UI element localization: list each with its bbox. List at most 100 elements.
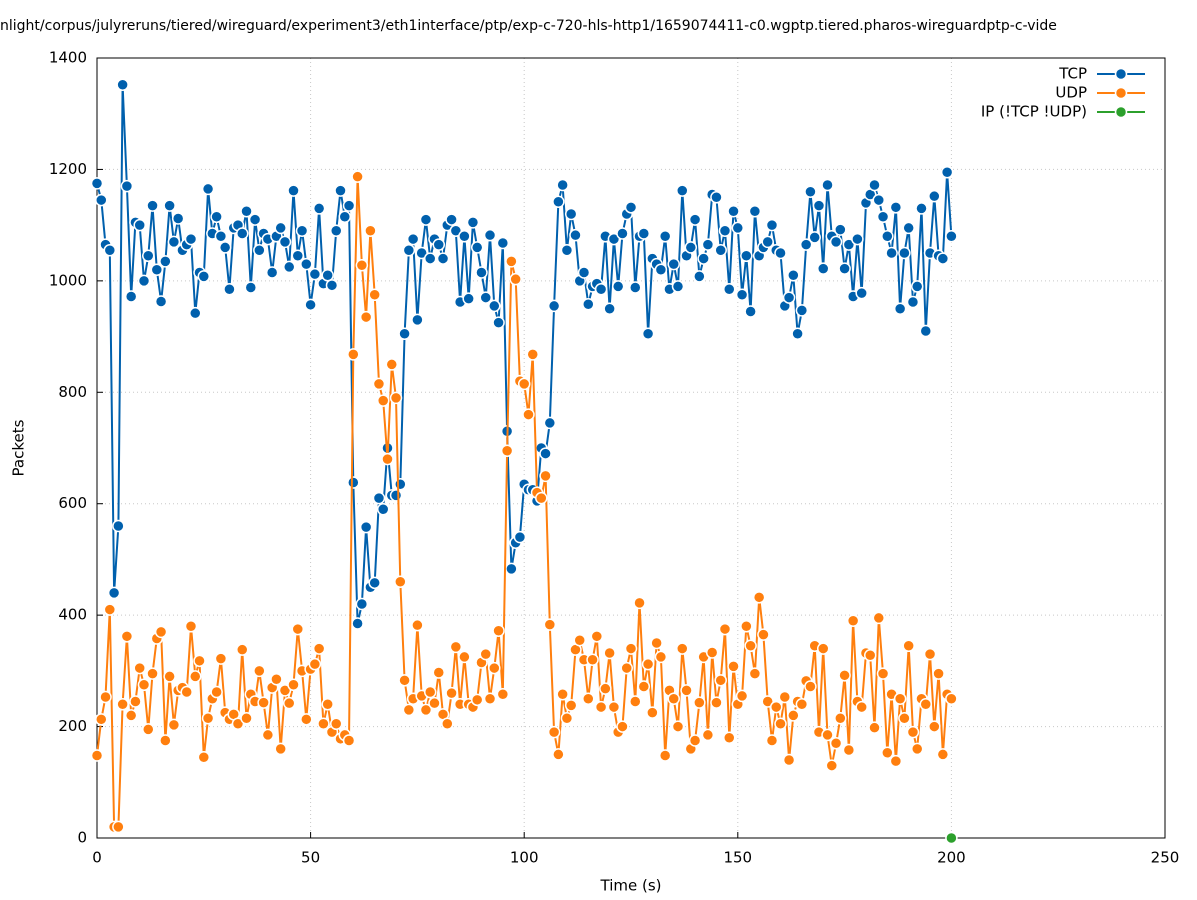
data-point (462, 292, 475, 305)
data-point (146, 667, 159, 680)
data-point (723, 282, 736, 296)
data-point (611, 280, 625, 293)
data-point (214, 230, 228, 243)
data-point (582, 692, 595, 705)
data-point (945, 692, 958, 705)
y-tick-label: 800 (58, 383, 87, 401)
data-point (629, 695, 642, 708)
data-point (458, 230, 471, 243)
data-point (881, 230, 894, 243)
data-point (838, 669, 851, 682)
data-point (189, 670, 202, 683)
data-point (646, 706, 659, 719)
data-point (389, 391, 403, 405)
data-point (167, 235, 181, 249)
data-point (804, 680, 817, 693)
data-point (629, 281, 642, 294)
data-point (641, 327, 655, 341)
data-point (432, 238, 446, 251)
data-point (740, 620, 753, 633)
data-point (308, 657, 322, 671)
data-point (201, 182, 215, 196)
x-tick-label: 100 (510, 849, 539, 867)
data-point (342, 199, 356, 212)
y-tick-label: 1000 (49, 271, 87, 289)
data-point (90, 177, 104, 190)
data-point (445, 213, 458, 226)
data-point (735, 689, 749, 703)
data-point (834, 223, 847, 236)
data-point (761, 235, 774, 249)
data-point (394, 575, 407, 588)
data-point (171, 212, 185, 225)
data-point (159, 255, 172, 268)
y-tick-label: 400 (58, 606, 87, 624)
data-point (150, 263, 164, 276)
data-point (829, 235, 843, 249)
data-point (488, 299, 501, 313)
data-point (637, 680, 651, 693)
data-point (500, 444, 514, 458)
data-point (496, 236, 510, 250)
data-point (816, 642, 830, 655)
data-point (603, 302, 616, 315)
data-point (816, 262, 830, 275)
data-point (496, 688, 510, 701)
data-point (428, 696, 441, 710)
data-point (154, 295, 168, 308)
data-point (821, 178, 834, 192)
legend-marker (1114, 86, 1128, 100)
data-point (197, 750, 211, 764)
data-point (701, 728, 715, 742)
data-point (244, 281, 258, 294)
y-tick-label: 1200 (49, 160, 87, 178)
data-point (445, 686, 458, 700)
data-point (782, 753, 796, 767)
data-point (120, 179, 134, 193)
data-point (577, 266, 591, 279)
data-point (240, 204, 253, 218)
data-point (282, 260, 296, 274)
data-point (842, 238, 856, 251)
data-point (765, 734, 779, 747)
data-point (355, 259, 369, 272)
data-point (863, 649, 877, 662)
data-point (116, 698, 129, 711)
data-point (522, 408, 535, 421)
data-point (765, 218, 779, 232)
data-point (787, 709, 800, 722)
data-point (710, 696, 723, 709)
data-point (923, 647, 937, 661)
data-point (240, 711, 253, 725)
data-point (641, 657, 655, 671)
data-point (872, 193, 886, 207)
data-point (769, 700, 783, 714)
data-point (406, 232, 420, 246)
data-point (389, 489, 403, 502)
data-point (184, 232, 198, 246)
data-point (855, 700, 868, 714)
data-point (658, 749, 672, 762)
data-point (470, 693, 484, 707)
data-point (376, 503, 390, 516)
x-tick-label: 250 (1151, 849, 1180, 867)
data-point (731, 221, 745, 235)
data-point (889, 754, 903, 768)
data-point (556, 178, 569, 192)
data-point (235, 227, 249, 240)
data-point (265, 266, 279, 279)
data-point (582, 298, 595, 311)
data-point (338, 210, 352, 224)
data-point (347, 348, 360, 361)
data-point (253, 664, 266, 678)
data-point (552, 748, 565, 761)
data-point (889, 201, 903, 214)
data-point (411, 618, 424, 632)
data-point (902, 221, 915, 235)
data-point (154, 625, 168, 639)
data-point (287, 184, 300, 197)
data-point (637, 227, 651, 240)
data-point (744, 639, 757, 653)
data-point (248, 213, 262, 226)
